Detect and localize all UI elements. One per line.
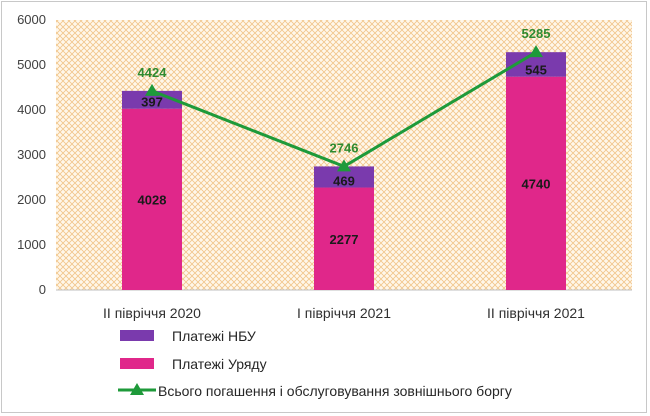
y-tick-label: 3000 xyxy=(17,147,46,162)
y-tick-label: 4000 xyxy=(17,102,46,117)
legend: Платежі НБУ Платежі Уряду Всього погашення… xyxy=(118,328,512,399)
y-tick-label: 6000 xyxy=(17,12,46,27)
x-tick-label: І півріччя 2021 xyxy=(297,305,391,321)
bars: 4028 397 2277 469 4740 545 xyxy=(122,52,566,291)
nbu-value-label: 397 xyxy=(141,95,163,110)
y-tick-label: 5000 xyxy=(17,57,46,72)
x-tick-label: ІІ півріччя 2021 xyxy=(487,305,585,321)
y-tick-label: 0 xyxy=(39,282,46,297)
legend-label-nbu: Платежі НБУ xyxy=(172,328,256,344)
total-value-label: 4424 xyxy=(138,65,168,80)
bar-gov-payments xyxy=(506,76,566,290)
gov-value-label: 2277 xyxy=(330,232,359,247)
bar-gov-payments xyxy=(122,108,182,291)
legend-label-total: Всього погашення і обслуговування зовніш… xyxy=(158,383,512,399)
total-marker xyxy=(337,159,351,172)
gov-value-label: 4740 xyxy=(522,176,551,191)
nbu-value-label: 469 xyxy=(333,174,355,189)
nbu-value-label: 545 xyxy=(525,63,547,78)
y-tick-label: 2000 xyxy=(17,192,46,207)
legend-swatch-gov xyxy=(120,358,154,369)
bar-nbu-payments xyxy=(314,166,374,188)
total-marker xyxy=(529,45,543,58)
total-value-label: 5285 xyxy=(522,26,551,41)
total-marker xyxy=(145,83,159,96)
x-axis: ІІ півріччя 2020 І півріччя 2021 ІІ півріч… xyxy=(103,305,585,321)
legend-label-gov: Платежі Уряду xyxy=(172,356,267,372)
y-tick-label: 1000 xyxy=(17,237,46,252)
bar-gov-payments xyxy=(314,187,374,290)
legend-swatch-nbu xyxy=(120,330,154,341)
legend-marker-total xyxy=(130,383,144,395)
x-tick-label: ІІ півріччя 2020 xyxy=(103,305,201,321)
total-value-label: 2746 xyxy=(330,140,359,155)
total-line: 4424 2746 5285 xyxy=(138,26,551,172)
gov-value-label: 4028 xyxy=(138,192,167,207)
y-axis: 0 1000 2000 3000 4000 5000 6000 xyxy=(17,12,632,297)
